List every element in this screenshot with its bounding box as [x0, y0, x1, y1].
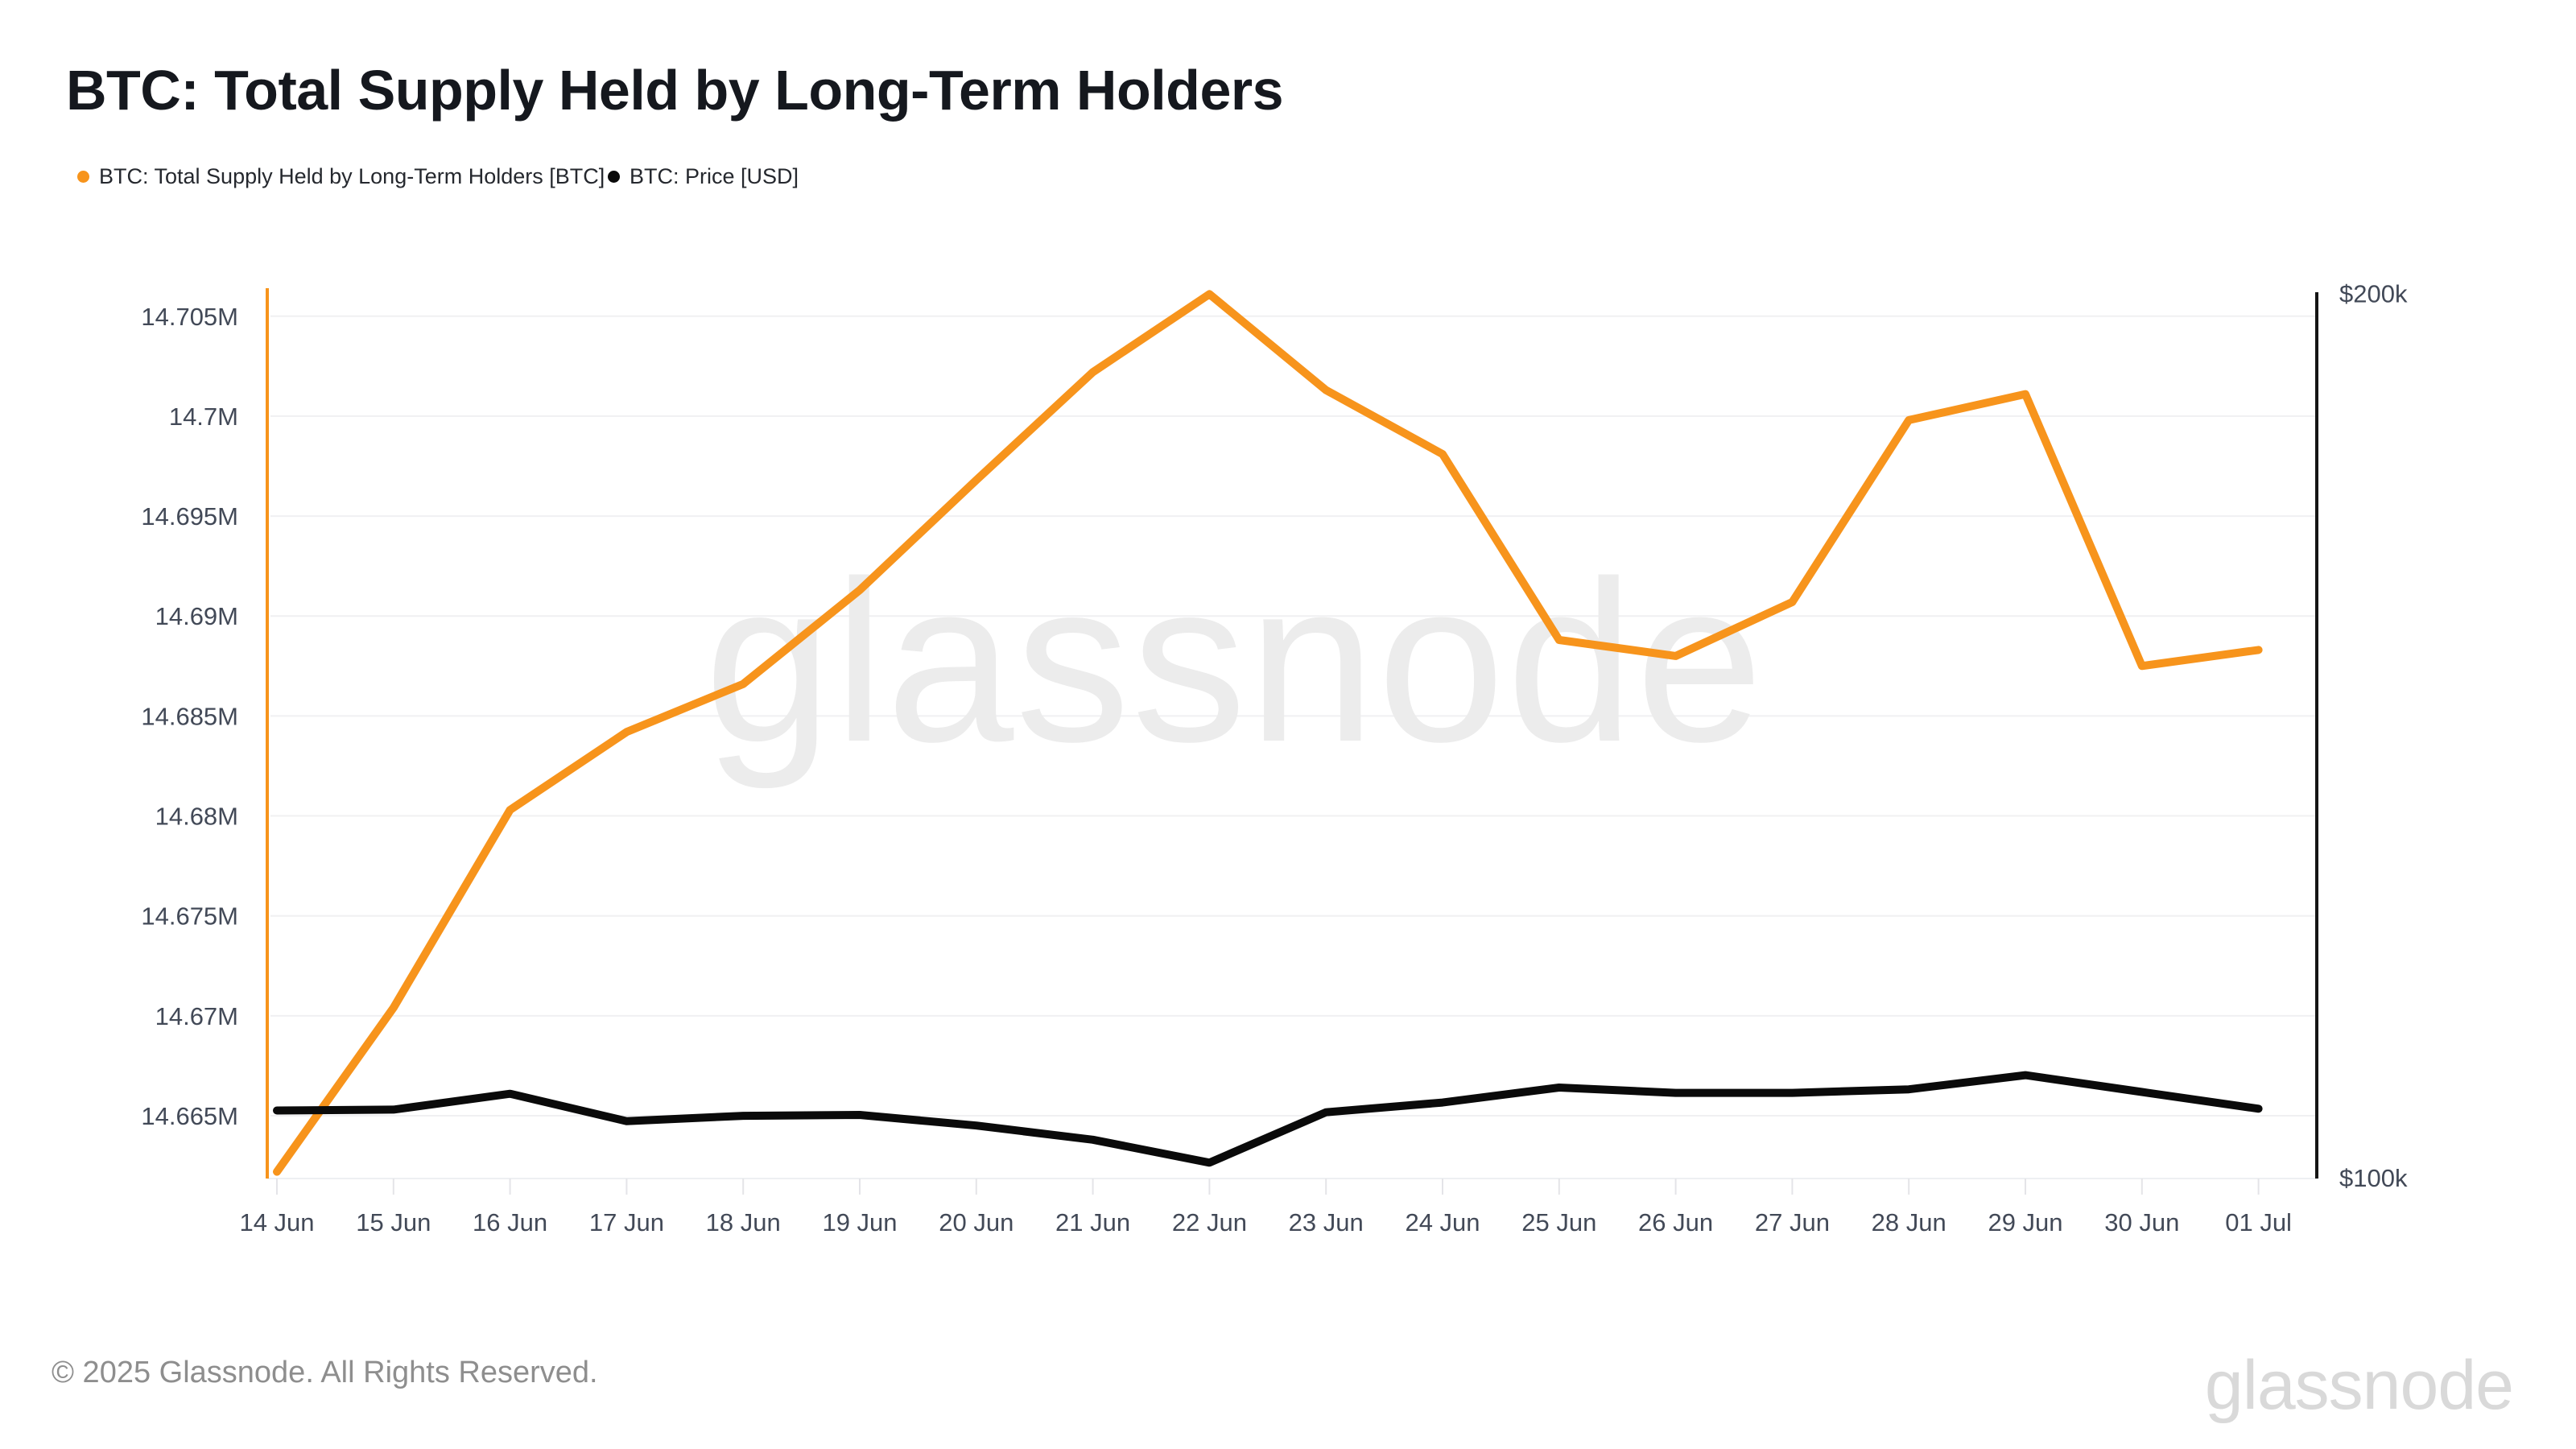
supply-legend-dot-icon	[77, 170, 89, 183]
x-axis-tick-label: 14 Jun	[239, 1208, 314, 1236]
right-axis-tick-label: $100k	[2339, 1164, 2408, 1192]
x-axis-tick-label: 19 Jun	[822, 1208, 897, 1236]
x-axis-tick-label: 23 Jun	[1289, 1208, 1364, 1236]
price-legend-dot-icon	[608, 170, 620, 183]
left-axis-tick-label: 14.685M	[141, 702, 238, 730]
supply-legend-label: BTC: Total Supply Held by Long-Term Hold…	[99, 163, 605, 188]
x-axis-tick-label: 15 Jun	[356, 1208, 431, 1236]
footer-copyright: © 2025 Glassnode. All Rights Reserved.	[52, 1356, 598, 1389]
plot-area[interactable]	[267, 288, 2317, 1178]
legend: BTC: Total Supply Held by Long-Term Hold…	[0, 159, 2576, 193]
chart-title: BTC: Total Supply Held by Long-Term Hold…	[66, 59, 1284, 122]
x-axis-tick-label: 21 Jun	[1055, 1208, 1130, 1236]
x-axis-tick-label: 17 Jun	[589, 1208, 664, 1236]
left-axis-tick-label: 14.67M	[155, 1002, 238, 1030]
left-axis-tick-label: 14.665M	[141, 1102, 238, 1130]
legend-item-price[interactable]: BTC: Price [USD]	[608, 159, 799, 193]
left-axis-tick-label: 14.7M	[169, 402, 238, 431]
x-axis-tick-label: 22 Jun	[1172, 1208, 1247, 1236]
supply-line[interactable]	[273, 290, 2263, 1176]
left-axis-tick-label: 14.695M	[141, 502, 238, 530]
brand-wordmark-logo: glassnode	[2204, 1347, 2514, 1424]
x-axis-tick-label: 18 Jun	[706, 1208, 781, 1236]
left-axis-tick-label: 14.69M	[155, 602, 238, 630]
x-axis-tick-label: 29 Jun	[1988, 1208, 2062, 1236]
legend-item-supply[interactable]: BTC: Total Supply Held by Long-Term Hold…	[77, 159, 605, 193]
x-axis-tick-label: 30 Jun	[2104, 1208, 2179, 1236]
x-axis-tick-label: 25 Jun	[1521, 1208, 1596, 1236]
chart-canvas: glassnode 14.705M 14.7M 14.695M 14.69M 14.685…	[141, 280, 2408, 1236]
price-line[interactable]	[273, 1071, 2263, 1167]
price-legend-label: BTC: Price [USD]	[630, 163, 799, 188]
left-axis-tick-label: 14.675M	[141, 902, 238, 931]
left-axis-tick-label: 14.705M	[141, 303, 238, 331]
x-axis-tick-label: 26 Jun	[1638, 1208, 1713, 1236]
x-axis-tick-label: 28 Jun	[1872, 1208, 1946, 1236]
left-axis-tick-label: 14.68M	[155, 803, 238, 831]
x-axis-tick-label: 27 Jun	[1755, 1208, 1830, 1236]
right-axis-tick-label: $200k	[2339, 280, 2408, 308]
x-axis-tick-label: 20 Jun	[939, 1208, 1013, 1236]
x-axis-tick-label: 16 Jun	[473, 1208, 547, 1236]
watermark: glassnode	[704, 534, 1765, 791]
x-axis-tick-label: 24 Jun	[1405, 1208, 1480, 1236]
x-axis-tick-label: 01 Jul	[2225, 1208, 2292, 1236]
